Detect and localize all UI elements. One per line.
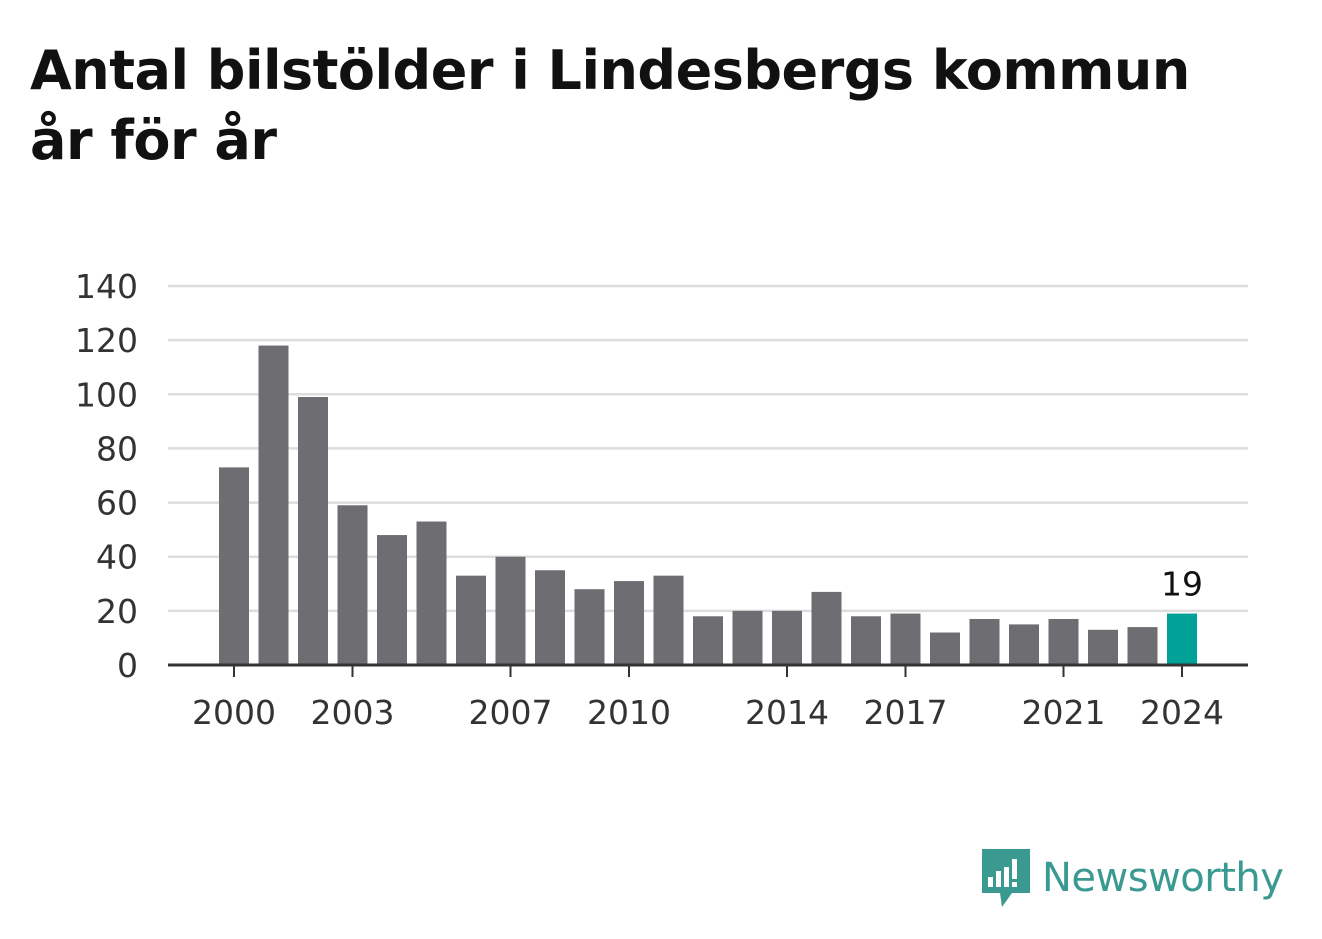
bar bbox=[574, 589, 605, 665]
bar bbox=[930, 632, 960, 665]
x-tick-label: 2014 bbox=[745, 693, 829, 732]
y-tick-label: 80 bbox=[96, 429, 138, 468]
highlight-value-label: 19 bbox=[1161, 565, 1203, 604]
chart-title-line-1: Antal bilstölder i Lindesbergs kommun bbox=[30, 39, 1190, 102]
bar bbox=[1048, 618, 1079, 665]
y-tick-label: 120 bbox=[75, 321, 138, 360]
bar bbox=[219, 467, 249, 665]
bar bbox=[693, 616, 723, 665]
bar bbox=[614, 581, 644, 665]
gridlines bbox=[168, 284, 1248, 613]
x-tick-label: 2003 bbox=[311, 693, 395, 732]
bar bbox=[851, 616, 881, 665]
x-tick-label: 2021 bbox=[1022, 693, 1106, 732]
y-tick-label: 100 bbox=[75, 375, 138, 414]
y-tick-label: 60 bbox=[96, 484, 138, 523]
bar bbox=[495, 556, 526, 665]
bar bbox=[1009, 624, 1039, 665]
bar bbox=[377, 535, 407, 665]
x-tick-label: 2000 bbox=[192, 693, 276, 732]
bar bbox=[969, 618, 1000, 665]
y-tick-label: 0 bbox=[117, 646, 138, 685]
newsworthy-logo-icon bbox=[982, 849, 1030, 907]
axes bbox=[168, 663, 1248, 677]
chart-title: Antal bilstölder i Lindesbergs kommun år… bbox=[30, 36, 1300, 176]
bar bbox=[653, 575, 684, 665]
brand: Newsworthy bbox=[980, 846, 1284, 910]
bar bbox=[890, 613, 921, 665]
bar bbox=[535, 570, 565, 665]
bar bbox=[1088, 629, 1118, 665]
bar bbox=[732, 610, 763, 665]
bar bbox=[416, 521, 447, 665]
labels: 0 20 40 60 80 100 120 140 2000 2003 2007 2010 2014 20… bbox=[75, 267, 1224, 732]
y-tick-label: 40 bbox=[96, 538, 138, 577]
bar bbox=[298, 396, 328, 665]
bar bbox=[1167, 613, 1197, 665]
bars bbox=[219, 345, 1197, 665]
bar bbox=[772, 610, 802, 665]
bar bbox=[1127, 627, 1158, 665]
bar bbox=[811, 591, 842, 665]
x-tick-label: 2017 bbox=[864, 693, 948, 732]
x-tick-label: 2007 bbox=[469, 693, 553, 732]
bar bbox=[456, 575, 486, 665]
bar bbox=[337, 505, 368, 665]
y-tick-label: 20 bbox=[96, 592, 138, 631]
x-tick-label: 2010 bbox=[587, 693, 671, 732]
x-tick-label: 2024 bbox=[1140, 693, 1224, 732]
brand-name: Newsworthy bbox=[1042, 855, 1284, 901]
bar bbox=[258, 345, 289, 665]
y-tick-label: 140 bbox=[75, 267, 138, 306]
chart-title-line-2: år för år bbox=[30, 109, 277, 172]
